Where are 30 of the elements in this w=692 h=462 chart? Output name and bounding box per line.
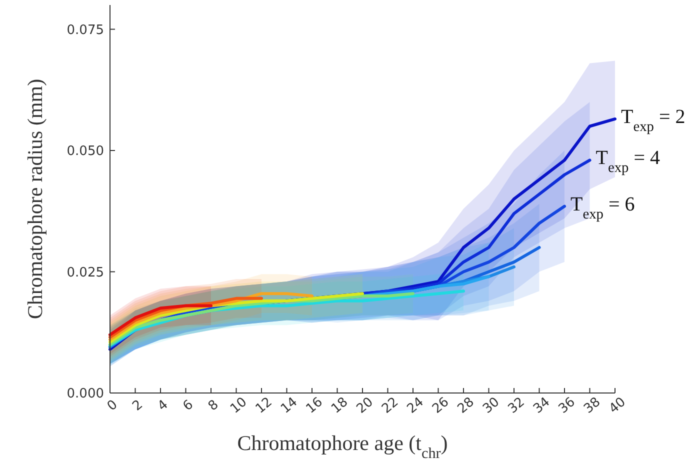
x-tick-label: 4 — [155, 397, 172, 414]
x-tick-label: 24 — [404, 394, 427, 417]
x-tick-label: 16 — [304, 394, 326, 417]
y-axis-title: Chromatophore radius (mm) — [23, 78, 47, 320]
x-tick-label: 10 — [228, 394, 250, 417]
x-tick-label: 26 — [430, 394, 452, 417]
y-tick-label: 0.050 — [66, 144, 104, 160]
x-tick-label: 22 — [379, 394, 402, 417]
series-label: T$_{exp}$ = 6 — [570, 193, 635, 222]
y-tick-label: 0.000 — [66, 386, 104, 402]
x-tick-label: 6 — [180, 397, 196, 414]
x-tick-label: 12 — [253, 394, 276, 417]
x-tick-label: 0 — [104, 397, 121, 414]
x-tick-label: 20 — [354, 394, 376, 417]
y-tick-label: 0.075 — [66, 22, 104, 38]
x-tick-label: 2 — [130, 397, 146, 414]
x-tick-label: 14 — [278, 394, 301, 417]
x-tick-label: 38 — [581, 394, 604, 417]
series-label: T$_{exp}$ = 2 — [621, 106, 686, 135]
x-tick-label: 34 — [530, 394, 554, 417]
x-axis-title: Chromatophore age (t$_{chr}$) — [237, 431, 448, 462]
x-tick-label: 18 — [328, 394, 352, 417]
x-tick-label: 32 — [506, 394, 528, 417]
x-tick-label: 40 — [606, 394, 629, 417]
x-tick-label: 36 — [556, 394, 578, 417]
x-tick-label: 8 — [206, 397, 222, 414]
y-tick-label: 0.025 — [66, 265, 104, 280]
series-label: T$_{exp}$ = 4 — [596, 147, 660, 176]
x-tick-label: 28 — [455, 394, 478, 417]
x-tick-label: 30 — [480, 394, 503, 417]
